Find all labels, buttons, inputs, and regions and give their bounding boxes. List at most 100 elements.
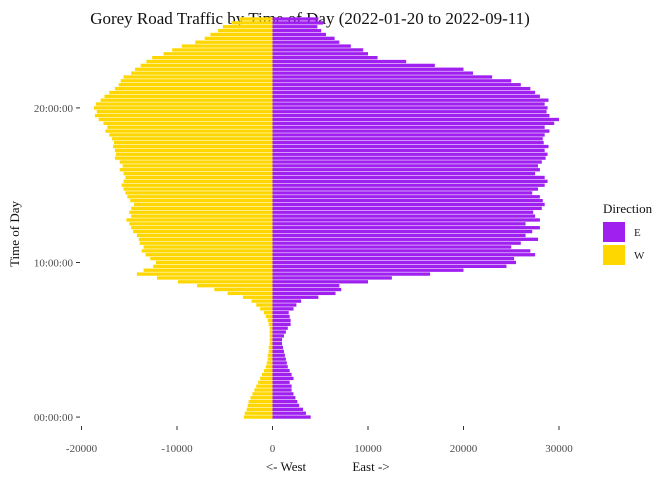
bar-e-45 bbox=[272, 241, 521, 245]
x-tick-label: 0 bbox=[270, 443, 276, 455]
bar-w-64 bbox=[119, 168, 273, 172]
bar-w-99 bbox=[210, 32, 273, 37]
bar-w-10 bbox=[260, 376, 273, 381]
bar-e-44 bbox=[272, 245, 512, 249]
bar-e-26 bbox=[272, 314, 290, 319]
bar-w-4 bbox=[248, 399, 273, 404]
bar-w-55 bbox=[134, 202, 273, 207]
bar-e-92 bbox=[272, 59, 407, 64]
legend-swatch-w bbox=[603, 245, 625, 265]
bar-w-101 bbox=[222, 25, 273, 29]
bar-w-35 bbox=[177, 280, 273, 284]
bar-e-28 bbox=[272, 307, 294, 311]
bar-e-21 bbox=[272, 334, 284, 338]
bar-e-63 bbox=[272, 171, 536, 176]
bar-e-7 bbox=[272, 388, 292, 392]
bar-w-81 bbox=[95, 102, 273, 106]
bar-w-3 bbox=[247, 403, 273, 408]
bar-w-49 bbox=[131, 226, 273, 230]
bar-w-63 bbox=[123, 171, 273, 176]
bar-e-85 bbox=[272, 86, 531, 91]
bar-w-48 bbox=[133, 229, 273, 234]
bar-e-70 bbox=[272, 144, 549, 149]
bar-w-15 bbox=[267, 357, 273, 361]
bar-e-76 bbox=[272, 121, 555, 126]
bar-e-86 bbox=[272, 83, 521, 87]
bar-w-92 bbox=[146, 59, 273, 64]
bar-e-5 bbox=[272, 396, 296, 400]
bar-e-1 bbox=[272, 411, 306, 415]
bar-e-24 bbox=[272, 322, 291, 326]
bar-e-32 bbox=[272, 291, 336, 296]
bar-w-27 bbox=[263, 311, 273, 315]
bar-w-44 bbox=[143, 245, 273, 249]
y-tick-label: 00:00:00 bbox=[34, 412, 74, 424]
bar-w-70 bbox=[113, 144, 273, 149]
bar-e-59 bbox=[272, 187, 538, 191]
bar-e-62 bbox=[272, 175, 545, 180]
bar-w-67 bbox=[114, 156, 273, 160]
bar-w-57 bbox=[127, 195, 273, 199]
bar-w-56 bbox=[130, 198, 273, 203]
bar-e-102 bbox=[272, 21, 324, 25]
bar-w-14 bbox=[266, 361, 273, 365]
bar-e-11 bbox=[272, 372, 292, 377]
bar-e-71 bbox=[272, 141, 544, 145]
bar-e-27 bbox=[272, 311, 289, 315]
bar-e-97 bbox=[272, 40, 340, 44]
bar-w-84 bbox=[109, 90, 273, 95]
bar-w-71 bbox=[113, 141, 273, 145]
bar-w-38 bbox=[143, 268, 273, 272]
bar-e-77 bbox=[272, 117, 559, 122]
bar-w-47 bbox=[136, 233, 273, 238]
bar-e-51 bbox=[272, 218, 540, 222]
bar-e-20 bbox=[272, 338, 283, 342]
bar-e-81 bbox=[272, 102, 545, 106]
bar-w-91 bbox=[140, 63, 273, 68]
bar-e-12 bbox=[272, 369, 290, 373]
bar-e-9 bbox=[272, 380, 290, 384]
bar-w-60 bbox=[121, 183, 273, 187]
bar-w-66 bbox=[119, 160, 273, 164]
bar-e-57 bbox=[272, 195, 540, 199]
bar-e-22 bbox=[272, 330, 286, 334]
bar-e-58 bbox=[272, 191, 533, 195]
y-axis-label: Time of Day bbox=[7, 201, 22, 267]
bar-w-103 bbox=[239, 17, 273, 21]
bar-w-80 bbox=[93, 106, 273, 110]
bar-e-10 bbox=[272, 376, 294, 381]
bar-w-0 bbox=[243, 415, 273, 419]
bar-w-9 bbox=[258, 380, 273, 384]
bar-w-96 bbox=[181, 44, 273, 48]
bar-e-83 bbox=[272, 94, 540, 98]
bar-w-40 bbox=[155, 260, 273, 265]
bar-w-58 bbox=[125, 191, 273, 195]
bar-w-20 bbox=[269, 338, 273, 342]
bar-e-68 bbox=[272, 152, 548, 156]
bar-w-41 bbox=[150, 256, 273, 261]
bar-e-47 bbox=[272, 233, 526, 238]
bar-w-26 bbox=[265, 314, 273, 319]
bar-e-23 bbox=[272, 326, 288, 330]
bar-e-66 bbox=[272, 160, 542, 164]
bar-w-34 bbox=[197, 284, 273, 288]
x-axis-label-west: <- West bbox=[266, 459, 307, 474]
bar-e-18 bbox=[272, 345, 283, 350]
bar-e-0 bbox=[272, 415, 311, 419]
bar-w-8 bbox=[256, 384, 273, 388]
bar-w-51 bbox=[126, 218, 273, 222]
y-tick-label: 10:00:00 bbox=[34, 257, 74, 269]
bar-e-84 bbox=[272, 90, 536, 95]
bar-e-98 bbox=[272, 36, 335, 40]
bar-w-72 bbox=[112, 137, 273, 141]
bar-w-100 bbox=[218, 28, 273, 33]
bar-w-5 bbox=[250, 396, 273, 400]
bar-w-24 bbox=[268, 322, 273, 326]
bar-e-53 bbox=[272, 210, 534, 214]
bar-e-29 bbox=[272, 303, 297, 307]
bar-e-52 bbox=[272, 214, 536, 218]
bar-w-12 bbox=[263, 369, 273, 373]
bar-w-50 bbox=[129, 222, 273, 226]
bar-w-46 bbox=[138, 237, 273, 241]
